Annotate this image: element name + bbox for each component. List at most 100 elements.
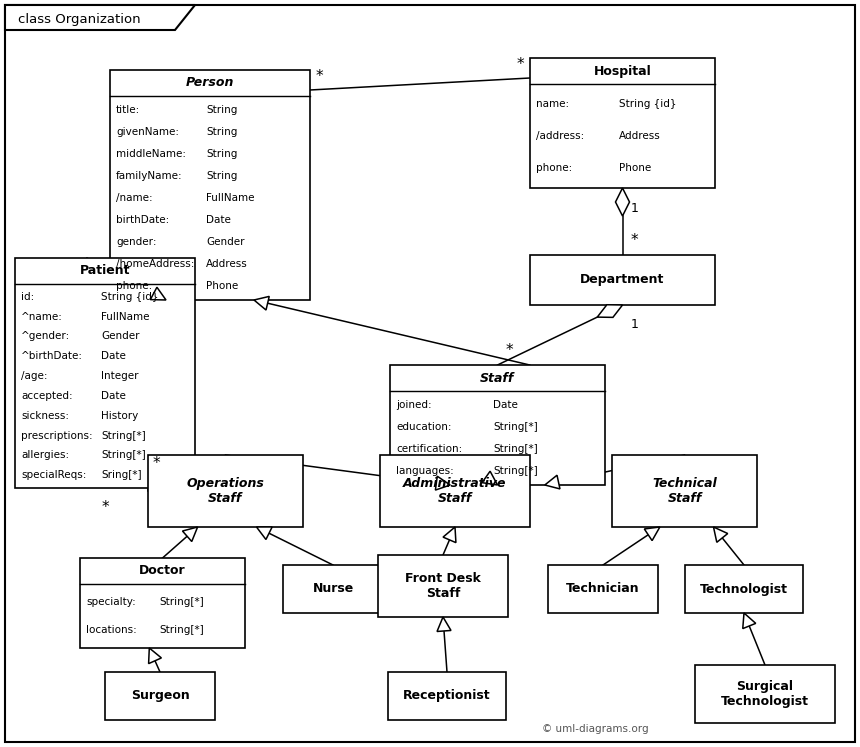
Text: *: *	[630, 234, 638, 249]
Text: Phone: Phone	[206, 281, 238, 291]
Bar	[548, 565, 658, 613]
Text: /age:: /age:	[21, 371, 47, 381]
Text: Address: Address	[206, 258, 248, 269]
Text: Gender: Gender	[101, 332, 140, 341]
Bar	[695, 665, 835, 723]
Bar	[685, 565, 803, 613]
Text: Administrative
Staff: Administrative Staff	[403, 477, 507, 505]
Text: Staff: Staff	[481, 371, 514, 385]
Text: String: String	[206, 127, 237, 137]
Text: String[*]: String[*]	[493, 466, 538, 476]
Polygon shape	[256, 527, 272, 539]
Polygon shape	[443, 527, 456, 542]
Text: *: *	[101, 500, 109, 515]
Bar	[530, 255, 715, 305]
Text: Doctor: Doctor	[139, 565, 186, 577]
Text: String[*]: String[*]	[101, 450, 146, 460]
Polygon shape	[149, 648, 162, 663]
Text: Technical
Staff: Technical Staff	[652, 477, 717, 505]
Text: Nurse: Nurse	[312, 583, 353, 595]
Text: *: *	[153, 456, 161, 471]
Polygon shape	[544, 475, 560, 489]
Text: Surgical
Technologist: Surgical Technologist	[721, 680, 809, 708]
Text: class Organization: class Organization	[18, 13, 141, 26]
Text: Front Desk
Staff: Front Desk Staff	[405, 572, 481, 600]
Bar	[378, 555, 508, 617]
Text: name:: name:	[536, 99, 569, 110]
Text: sickness:: sickness:	[21, 411, 69, 421]
Text: /name:: /name:	[116, 193, 152, 203]
Text: familyName:: familyName:	[116, 171, 182, 181]
Polygon shape	[597, 305, 623, 317]
Text: Department: Department	[580, 273, 665, 287]
Text: ^birthDate:: ^birthDate:	[21, 351, 83, 362]
Text: Technician: Technician	[566, 583, 640, 595]
Text: middleName:: middleName:	[116, 149, 186, 159]
Text: String: String	[206, 171, 237, 181]
Text: © uml-diagrams.org: © uml-diagrams.org	[542, 724, 648, 734]
Bar	[283, 565, 383, 613]
Text: phone:: phone:	[116, 281, 152, 291]
Bar	[148, 455, 303, 527]
Text: prescriptions:: prescriptions:	[21, 430, 93, 441]
Text: Date: Date	[101, 351, 126, 362]
Text: joined:: joined:	[396, 400, 432, 410]
Text: 1: 1	[630, 318, 638, 332]
Polygon shape	[150, 288, 166, 300]
Text: /address:: /address:	[536, 131, 584, 141]
Text: Gender: Gender	[206, 237, 244, 247]
Text: String {id}: String {id}	[101, 292, 159, 302]
Text: Address: Address	[619, 131, 660, 141]
Text: Date: Date	[101, 391, 126, 401]
Text: Receptionist: Receptionist	[403, 689, 491, 702]
Text: specialReqs:: specialReqs:	[21, 470, 86, 480]
Text: String[*]: String[*]	[159, 597, 204, 607]
Text: *: *	[316, 69, 323, 84]
Text: ^gender:: ^gender:	[21, 332, 71, 341]
Text: id:: id:	[21, 292, 34, 302]
Text: String: String	[206, 149, 237, 159]
Text: title:: title:	[116, 105, 140, 115]
Text: Sring[*]: Sring[*]	[101, 470, 142, 480]
Bar	[612, 455, 757, 527]
Bar	[530, 58, 715, 188]
Text: certification:: certification:	[396, 444, 463, 454]
Bar	[388, 672, 506, 720]
Polygon shape	[182, 527, 198, 542]
Text: String: String	[206, 105, 237, 115]
Text: locations:: locations:	[86, 625, 137, 635]
Text: Technologist: Technologist	[700, 583, 788, 595]
Bar	[110, 70, 310, 300]
Polygon shape	[482, 471, 497, 485]
Bar	[80, 558, 245, 648]
Text: /homeAddress:: /homeAddress:	[116, 258, 194, 269]
Text: 1: 1	[630, 202, 638, 214]
Polygon shape	[5, 5, 195, 30]
Text: givenName:: givenName:	[116, 127, 179, 137]
Text: Phone: Phone	[619, 163, 651, 173]
Polygon shape	[644, 527, 660, 541]
Bar	[105, 672, 215, 720]
Text: languages:: languages:	[396, 466, 454, 476]
Text: phone:: phone:	[536, 163, 572, 173]
Text: allergies:: allergies:	[21, 450, 69, 460]
Text: String[*]: String[*]	[101, 430, 146, 441]
Text: Integer: Integer	[101, 371, 139, 381]
Text: FullName: FullName	[101, 311, 150, 322]
Text: accepted:: accepted:	[21, 391, 72, 401]
Text: Date: Date	[206, 215, 230, 225]
Text: History: History	[101, 411, 138, 421]
Text: String {id}: String {id}	[619, 99, 676, 110]
Polygon shape	[435, 476, 450, 490]
Bar	[390, 365, 605, 485]
Polygon shape	[254, 297, 269, 310]
Text: String[*]: String[*]	[159, 625, 204, 635]
Text: Operations
Staff: Operations Staff	[187, 477, 264, 505]
Text: *: *	[506, 344, 513, 359]
Polygon shape	[743, 613, 756, 629]
Text: Patient: Patient	[80, 264, 130, 277]
Polygon shape	[616, 188, 630, 216]
Bar	[380, 455, 530, 527]
Text: Hospital: Hospital	[593, 64, 651, 78]
Bar	[15, 258, 195, 488]
